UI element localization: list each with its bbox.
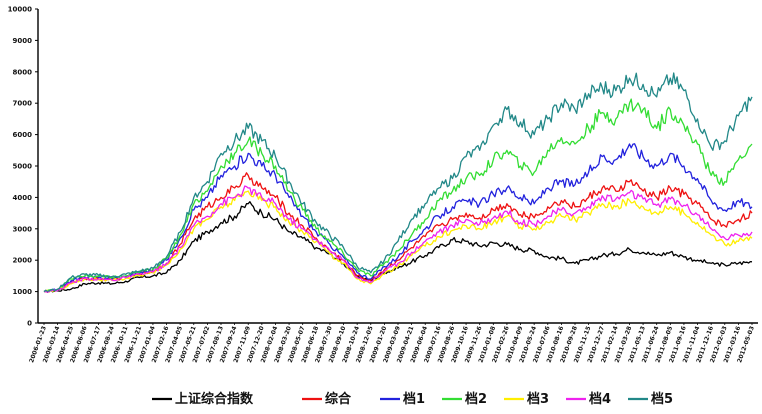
- chart-legend: 上证综合指数 综合 档1 档2 档3 档4 档5: [152, 391, 673, 407]
- legend-label-2: 档1: [403, 391, 425, 407]
- legend-label-0: 上证综合指数: [175, 391, 254, 407]
- y-tick-label: 7000: [13, 100, 33, 108]
- y-tick-label: 1000: [13, 288, 33, 296]
- y-tick-label: 9000: [13, 37, 33, 45]
- y-tick-label: 10000: [8, 6, 32, 14]
- y-tick-label: 4000: [13, 194, 33, 202]
- legend-label-6: 档5: [651, 391, 673, 407]
- legend-label-3: 档2: [465, 391, 487, 407]
- chart-series-lines: [43, 72, 753, 293]
- series-line-2: [43, 143, 753, 293]
- y-tick-label: 8000: [13, 68, 33, 76]
- legend-label-5: 档4: [589, 391, 611, 407]
- legend-label-1: 综合: [325, 391, 352, 407]
- y-tick-label: 0: [27, 320, 32, 328]
- series-line-0: [43, 201, 753, 293]
- series-line-5: [44, 185, 753, 293]
- y-tick-labels: 0 1000 2000 3000 4000 5000 6000 7000 8000 9000 100…: [8, 6, 32, 328]
- series-line-6: [43, 72, 753, 293]
- y-tick-label: 5000: [13, 163, 33, 171]
- y-tick-label: 2000: [13, 257, 33, 265]
- y-tick-label: 3000: [13, 225, 33, 233]
- legend-label-4: 档3: [527, 391, 549, 407]
- series-line-1: [44, 172, 753, 293]
- y-tick-label: 6000: [13, 131, 33, 139]
- chart-axes: [35, 8, 758, 325]
- x-tick-labels: 2006-01-232006-03-142006-04-252006-06-06…: [28, 325, 756, 363]
